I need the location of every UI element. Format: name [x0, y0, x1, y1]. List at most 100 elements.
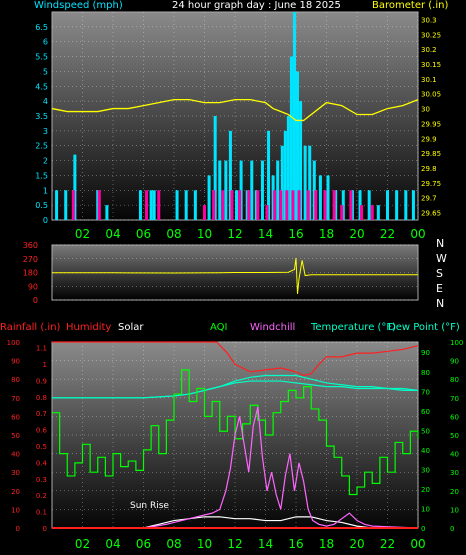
x-tick-label: 10	[197, 537, 212, 551]
wind-bar	[184, 190, 188, 220]
gust-bar	[203, 205, 206, 220]
y-tick-label-humidity: 20	[11, 488, 20, 496]
wind-bar	[341, 190, 345, 220]
y-tick-label-humidity: 90	[11, 358, 20, 366]
y-tick-label-temp: 0	[421, 525, 425, 533]
wind-bar	[289, 56, 293, 221]
y-tick-label-rain: 1	[43, 361, 47, 369]
y-tick-label-humidity: 60	[11, 413, 20, 421]
x-tick-label: 08	[166, 537, 181, 551]
x-tick-label: 02	[75, 227, 90, 241]
y-tick-label: 6	[43, 38, 48, 47]
y-tick-label: 4	[43, 97, 48, 106]
barometer-line	[51, 99, 419, 122]
gust-bar	[157, 190, 161, 220]
y-tick-label-humidity: 10	[11, 506, 20, 514]
y-tick-label-right: 30.05	[421, 91, 441, 99]
gust-bar	[297, 190, 301, 220]
wind-bar	[239, 160, 243, 220]
gust-bar	[145, 190, 149, 220]
y-tick-label-right: 30.25	[421, 31, 441, 39]
y-tick-label: 6.5	[35, 23, 48, 32]
y-tick-label-rain: 0.5	[36, 443, 47, 451]
x-tick-label: 22	[380, 227, 395, 241]
y-tick-label-right: 30.1	[421, 76, 437, 84]
wind-bar	[213, 116, 217, 220]
wind-bar	[73, 154, 77, 220]
wind-bar	[404, 190, 408, 220]
x-tick-label: 00	[410, 227, 425, 241]
wind-bar	[260, 160, 264, 220]
legend-label: Humidity	[66, 322, 111, 333]
x-tick-label: 10	[197, 227, 212, 241]
x-tick-label: 04	[105, 227, 120, 241]
wind-bar	[55, 190, 59, 220]
wind-bar	[276, 160, 280, 220]
wind-bar	[292, 12, 296, 220]
compass-label: N	[436, 237, 444, 250]
series-line-solar	[52, 516, 418, 529]
legend-label: Temperature (°F)	[310, 322, 396, 333]
y-tick-label: 2.5	[35, 142, 48, 151]
y-tick-label-rain: 0.7	[36, 410, 47, 418]
y-tick-label: 0	[43, 216, 48, 225]
wind-bar	[334, 190, 338, 220]
y-tick-label: 0	[33, 296, 38, 305]
y-tick-label-temp: 30	[421, 466, 430, 474]
y-tick-label: 180	[23, 269, 38, 278]
wind-bar	[376, 205, 380, 220]
sunrise-label: Sun Rise	[130, 501, 169, 511]
y-tick-label-temp: 70	[421, 388, 430, 396]
wind-bar	[250, 160, 254, 220]
y-tick-label-aqi: 80	[450, 376, 459, 384]
x-tick-label: 22	[380, 537, 395, 551]
x-tick-label: 12	[227, 227, 242, 241]
y-tick-label: 5	[43, 67, 48, 76]
wind-bar	[303, 145, 307, 220]
compass-label: N	[436, 297, 444, 310]
y-tick-label: 360	[23, 241, 38, 250]
x-tick-label: 00	[410, 537, 425, 551]
wind-bar	[358, 190, 362, 220]
wind-bar	[283, 130, 287, 220]
wind-bar	[271, 175, 275, 220]
wind-direction-line	[52, 257, 418, 294]
y-tick-label-temp: 50	[421, 427, 430, 435]
wind-bar	[318, 175, 322, 220]
y-tick-label-rain: 1.1	[36, 345, 47, 353]
x-tick-label: 18	[319, 227, 334, 241]
y-tick-label: 1.5	[35, 171, 48, 180]
series-line-windchill	[52, 406, 419, 529]
gust-bar	[265, 205, 269, 220]
wind-bar	[228, 130, 232, 220]
gust-bar	[340, 205, 344, 220]
y-tick-label-temp: 60	[421, 408, 430, 416]
y-tick-label-aqi: 50	[450, 432, 459, 440]
y-tick-label-right: 30.3	[421, 16, 437, 24]
gust-bar	[349, 190, 353, 220]
wind-bar	[286, 116, 290, 220]
legend-label: Rainfall (.in)	[0, 322, 61, 333]
gust-bar	[306, 190, 310, 220]
x-tick-label: 06	[136, 537, 151, 551]
wind-bar	[193, 190, 197, 220]
gust-bar	[285, 190, 289, 220]
x-tick-label: 18	[319, 537, 334, 551]
y-tick-label: 1	[43, 186, 48, 195]
wind-bar	[386, 190, 389, 220]
x-tick-label: 04	[105, 537, 120, 551]
gust-bar	[256, 190, 260, 220]
legend-label: Solar	[118, 322, 144, 333]
y-tick-label-temp: 10	[421, 505, 430, 513]
series-line-dew-point-f-	[52, 380, 418, 399]
y-tick-label-rain: 0.4	[36, 459, 48, 467]
y-tick-label-right: 30.2	[421, 46, 437, 54]
y-tick-label-right: 29.65	[421, 210, 441, 218]
wind-bar	[312, 160, 316, 220]
y-tick-label-aqi: 40	[450, 451, 459, 459]
y-tick-label-right: 29.8	[421, 165, 437, 173]
wind-bar	[267, 130, 271, 220]
wind-bar	[326, 175, 330, 220]
wind-bar	[96, 190, 100, 220]
